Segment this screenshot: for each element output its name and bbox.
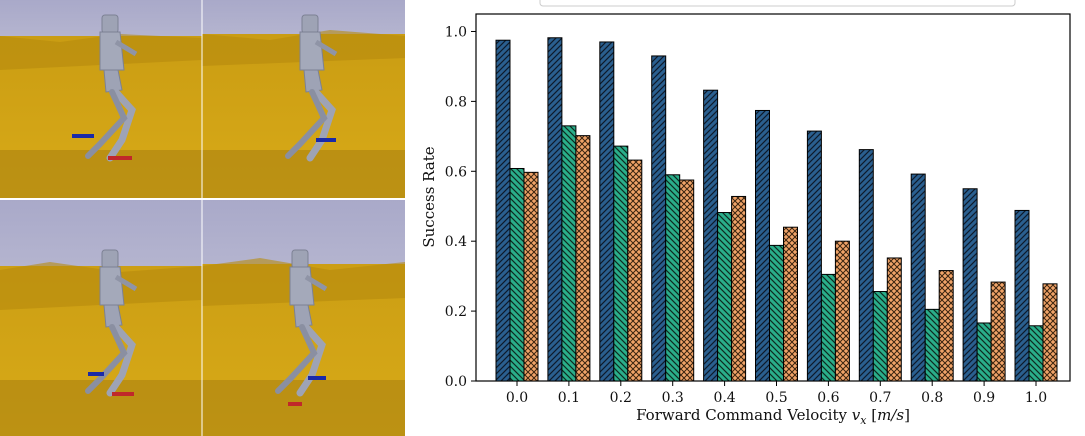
x-tick-label: 0.4	[713, 390, 735, 406]
bar-series-2-0.5	[769, 244, 784, 382]
x-tick-label: 0.7	[869, 390, 891, 406]
x-tick-label: 1.0	[1025, 390, 1047, 406]
bars-group	[495, 37, 1058, 382]
bar-series-1-0.2	[599, 41, 615, 382]
bar-series-3-0.6	[834, 240, 850, 382]
bar-series-1-0.5	[755, 109, 770, 382]
bar-series-2-0.3	[665, 174, 681, 382]
bar-series-1-0.0	[495, 39, 511, 382]
y-tick-label: 0.6	[445, 164, 467, 180]
snapshot-tile-top-right	[202, 0, 405, 198]
bar-series-1-0.1	[547, 37, 563, 382]
success-rate-bar-chart: 0.0 0.2 0.4 0.6 0.8 1.0 0.0 0.1 0.2 0.3 0.4 0.5 0.6…	[420, 0, 1071, 427]
bar-series-1-0.9	[962, 188, 978, 382]
bar-series-2-0.9	[976, 322, 992, 382]
bar-series-1-0.6	[806, 130, 822, 382]
bar-series-1-0.4	[703, 89, 719, 382]
x-tick-label: 0.3	[662, 390, 684, 406]
snapshot-tile-bottom-left	[0, 200, 202, 436]
x-tick-label: 0.9	[973, 390, 995, 406]
bar-series-2-0.1	[561, 125, 577, 382]
x-tick-label: 0.5	[765, 390, 787, 406]
bar-series-3-0.8	[938, 270, 954, 382]
bar-series-3-0.7	[886, 257, 902, 382]
bar-series-3-0.4	[731, 195, 747, 382]
bar-series-2-0.7	[872, 291, 888, 382]
bar-series-3-0.2	[627, 159, 643, 382]
bar-series-1-0.3	[651, 55, 667, 382]
x-axis-label: Forward Command Velocity vx [m/s]	[636, 406, 910, 427]
robot-snapshots-panel	[0, 0, 405, 436]
y-tick-label: 1.0	[445, 24, 467, 40]
y-tick-label: 0.2	[445, 304, 467, 320]
legend-box	[539, 0, 1016, 7]
bar-series-3-1.0	[1042, 283, 1058, 382]
x-axis: 0.0 0.1 0.2 0.3 0.4 0.5 0.6 0.7 0.8 0.9 1.0	[506, 381, 1047, 406]
y-tick-label: 0.0	[445, 374, 467, 390]
x-tick-label: 0.2	[610, 390, 632, 406]
y-axis-label: Success Rate	[420, 146, 438, 247]
bar-series-1-0.7	[858, 149, 874, 382]
snapshot-tile-bottom-right	[202, 200, 405, 436]
bar-series-1-1.0	[1014, 209, 1030, 382]
bar-series-2-0.0	[509, 167, 525, 382]
snapshot-tile-top-left	[0, 0, 202, 198]
bar-series-2-1.0	[1028, 325, 1044, 382]
x-tick-label: 0.0	[506, 390, 528, 406]
y-axis: 0.0 0.2 0.4 0.6 0.8 1.0	[445, 24, 476, 390]
x-tick-label: 0.6	[817, 390, 839, 406]
x-tick-label: 0.8	[921, 390, 943, 406]
bar-series-2-0.4	[717, 212, 733, 382]
bar-series-1-0.8	[910, 173, 926, 382]
bar-series-3-0.1	[575, 135, 591, 382]
bar-series-3-0.9	[990, 281, 1006, 382]
bar-series-3-0.0	[523, 171, 539, 382]
y-tick-label: 0.8	[445, 94, 467, 110]
bar-series-2-0.2	[613, 145, 629, 382]
bar-series-2-0.6	[820, 273, 836, 382]
y-tick-label: 0.4	[445, 234, 467, 250]
x-tick-label: 0.1	[558, 390, 580, 406]
bar-series-2-0.8	[924, 308, 940, 382]
bar-series-3-0.5	[783, 226, 798, 382]
bar-series-3-0.3	[679, 179, 695, 382]
